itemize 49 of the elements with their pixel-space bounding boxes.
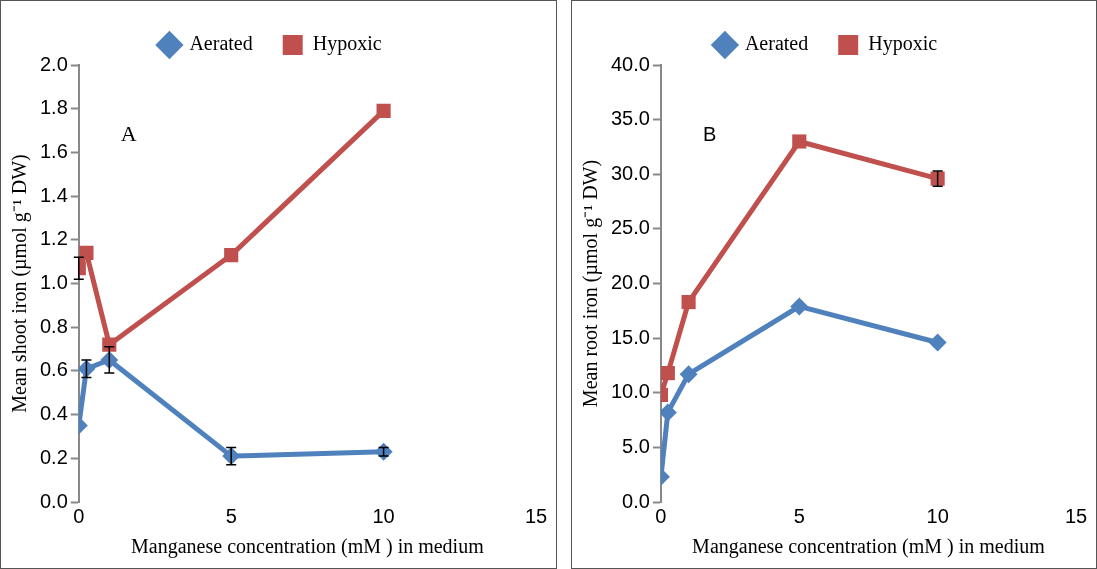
point xyxy=(679,365,698,384)
y-tick-label: 1.8 xyxy=(39,96,68,119)
point xyxy=(660,403,677,422)
legend-label: Aerated xyxy=(189,32,253,55)
x-tick-label: 0 xyxy=(655,504,667,527)
x-axis-title: Manganese concentration (mM ) in medium xyxy=(131,535,485,559)
x-tick-label: 10 xyxy=(926,504,949,527)
x-tick-label: 5 xyxy=(793,504,805,527)
legend-label: Hypoxic xyxy=(312,32,382,56)
y-axis-title: Mean root iron (µmol g⁻¹ DW) xyxy=(579,159,603,408)
y-tick-label: 35.0 xyxy=(610,107,650,130)
y-tick-label: 20.0 xyxy=(610,271,650,294)
y-tick-label: 1.2 xyxy=(39,227,68,250)
x-tick-label: 0 xyxy=(73,504,85,527)
point xyxy=(928,333,947,352)
x-axis-title: Manganese concentration (mM ) in medium xyxy=(692,535,1046,559)
y-tick-label: 30.0 xyxy=(610,161,650,184)
point xyxy=(792,134,807,149)
annotation: A xyxy=(120,120,137,146)
y-tick-label: 1.6 xyxy=(39,139,68,162)
y-tick-label: 0.8 xyxy=(39,314,68,337)
y-tick-label: 25.0 xyxy=(610,216,650,239)
point xyxy=(79,245,94,260)
point xyxy=(681,295,696,310)
y-tick-label: 40.0 xyxy=(610,52,650,75)
annotation: B xyxy=(702,122,717,145)
y-tick-label: 1.4 xyxy=(39,183,68,206)
y-tick-label: 0.0 xyxy=(622,489,650,512)
y-tick-label: 2.0 xyxy=(39,52,68,75)
y-axis-title: Mean shoot iron (µmol g⁻¹ DW) xyxy=(8,154,32,413)
x-tick-label: 10 xyxy=(372,504,395,527)
x-tick-label: 15 xyxy=(1064,504,1088,527)
point xyxy=(660,366,675,381)
point xyxy=(790,297,809,316)
legend-label: Hypoxic xyxy=(868,32,938,56)
y-tick-label: 10.0 xyxy=(610,380,650,403)
legend-label: Aerated xyxy=(744,32,809,55)
point xyxy=(376,103,391,118)
y-tick-label: 15.0 xyxy=(610,325,650,348)
y-tick-label: 0.6 xyxy=(39,358,68,381)
y-tick-label: 0.4 xyxy=(39,402,68,425)
point xyxy=(374,442,393,461)
y-tick-label: 1.0 xyxy=(39,271,68,294)
x-tick-label: 15 xyxy=(524,504,548,527)
x-tick-label: 5 xyxy=(225,504,237,527)
y-tick-label: 5.0 xyxy=(622,434,650,457)
point xyxy=(224,248,239,263)
y-tick-label: 0.2 xyxy=(39,445,68,468)
y-tick-label: 0.0 xyxy=(39,489,68,512)
